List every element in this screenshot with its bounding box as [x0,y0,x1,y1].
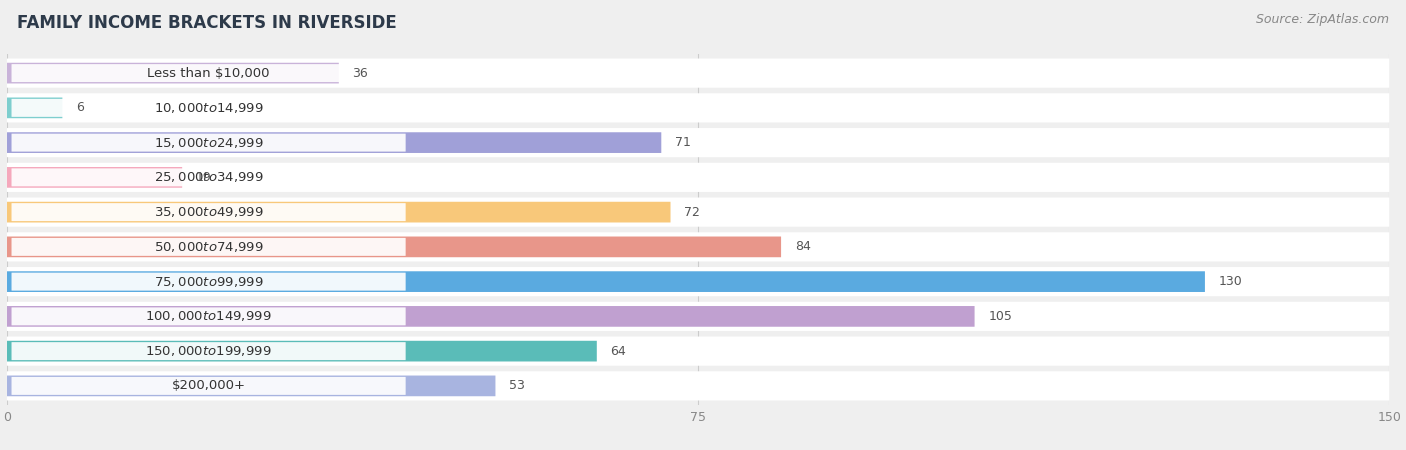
Text: $35,000 to $49,999: $35,000 to $49,999 [153,205,263,219]
FancyBboxPatch shape [11,134,406,152]
FancyBboxPatch shape [7,128,1389,157]
FancyBboxPatch shape [11,64,406,82]
FancyBboxPatch shape [7,202,671,222]
Text: Source: ZipAtlas.com: Source: ZipAtlas.com [1256,14,1389,27]
Text: 71: 71 [675,136,690,149]
Text: $200,000+: $200,000+ [172,379,246,392]
FancyBboxPatch shape [11,99,406,117]
Text: 130: 130 [1219,275,1243,288]
FancyBboxPatch shape [7,267,1389,296]
Text: 53: 53 [509,379,524,392]
Text: Less than $10,000: Less than $10,000 [148,67,270,80]
Text: $150,000 to $199,999: $150,000 to $199,999 [145,344,271,358]
FancyBboxPatch shape [7,341,596,361]
FancyBboxPatch shape [11,307,406,325]
FancyBboxPatch shape [7,232,1389,261]
FancyBboxPatch shape [7,302,1389,331]
FancyBboxPatch shape [7,237,782,257]
FancyBboxPatch shape [7,337,1389,366]
Text: 36: 36 [353,67,368,80]
FancyBboxPatch shape [11,273,406,291]
Text: $10,000 to $14,999: $10,000 to $14,999 [153,101,263,115]
FancyBboxPatch shape [7,163,1389,192]
FancyBboxPatch shape [7,198,1389,227]
FancyBboxPatch shape [7,58,1389,88]
Text: $25,000 to $34,999: $25,000 to $34,999 [153,171,263,184]
Text: FAMILY INCOME BRACKETS IN RIVERSIDE: FAMILY INCOME BRACKETS IN RIVERSIDE [17,14,396,32]
FancyBboxPatch shape [7,376,495,396]
FancyBboxPatch shape [11,203,406,221]
Text: 64: 64 [610,345,626,358]
Text: $50,000 to $74,999: $50,000 to $74,999 [153,240,263,254]
FancyBboxPatch shape [7,132,661,153]
FancyBboxPatch shape [11,342,406,360]
FancyBboxPatch shape [7,371,1389,400]
Text: $100,000 to $149,999: $100,000 to $149,999 [145,310,271,324]
FancyBboxPatch shape [7,271,1205,292]
Text: $75,000 to $99,999: $75,000 to $99,999 [153,274,263,288]
FancyBboxPatch shape [11,377,406,395]
FancyBboxPatch shape [7,63,339,83]
FancyBboxPatch shape [7,93,1389,122]
Text: 19: 19 [195,171,212,184]
Text: 72: 72 [685,206,700,219]
FancyBboxPatch shape [7,306,974,327]
FancyBboxPatch shape [11,238,406,256]
Text: 84: 84 [794,240,811,253]
FancyBboxPatch shape [7,167,183,188]
Text: 105: 105 [988,310,1012,323]
FancyBboxPatch shape [7,98,62,118]
Text: 6: 6 [76,101,84,114]
FancyBboxPatch shape [11,168,406,186]
Text: $15,000 to $24,999: $15,000 to $24,999 [153,135,263,149]
